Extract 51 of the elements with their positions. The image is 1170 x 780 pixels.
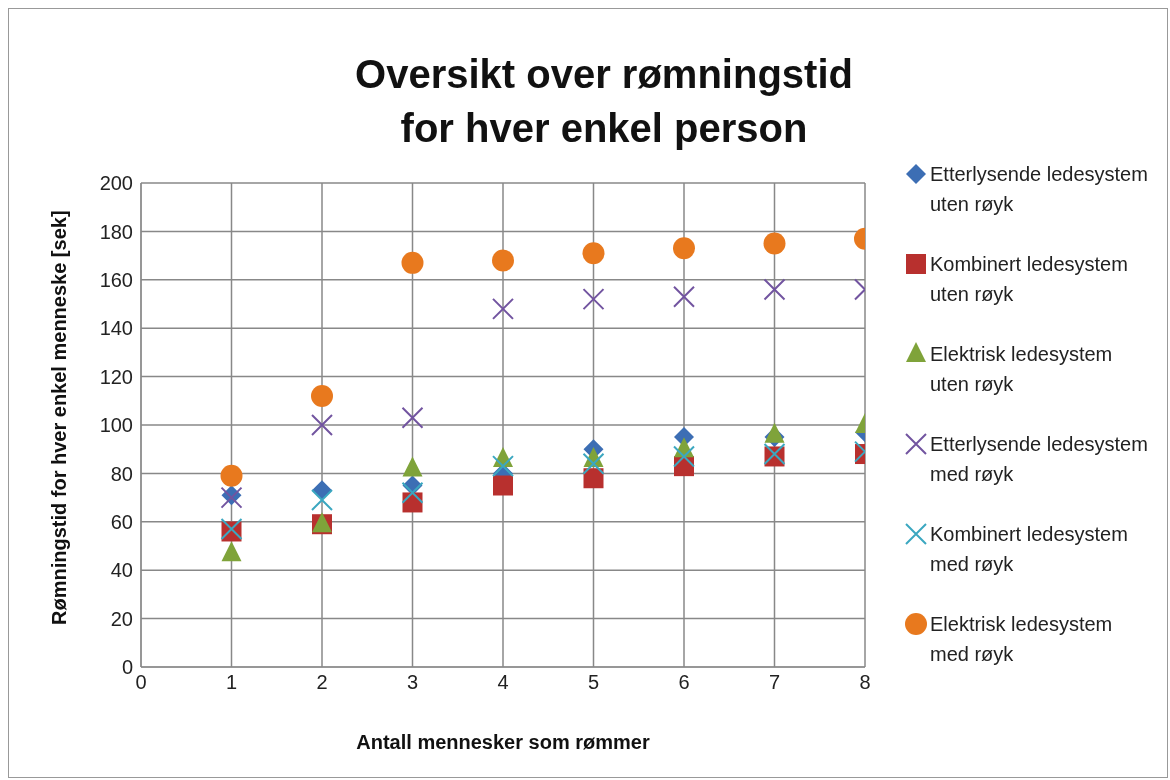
- point: [492, 297, 514, 320]
- x-tick-label: 4: [497, 671, 509, 694]
- x-tick-label: 7: [768, 671, 781, 694]
- y-tick-label: 0: [121, 656, 133, 679]
- legend-label: Kombinert ledesystem uten røyk: [930, 252, 1129, 307]
- point: [401, 406, 424, 429]
- point: [673, 285, 695, 308]
- x-tick-label: 3: [406, 671, 419, 694]
- point: [402, 456, 423, 477]
- y-tick-label: 160: [99, 268, 133, 291]
- legend-label: Elektrisk ledesystem med røyk: [930, 612, 1114, 667]
- point: [220, 464, 243, 487]
- chart-title: Oversikt over rømningstid for hver enkel person: [354, 51, 854, 152]
- point: [582, 242, 605, 265]
- point: [582, 288, 605, 311]
- legend-label: Kombinert ledesystem med røyk: [930, 522, 1129, 577]
- x-tick-label: 2: [316, 671, 328, 694]
- y-tick-label: 100: [99, 414, 133, 437]
- point: [583, 468, 604, 489]
- x-tick-label: 0: [135, 671, 147, 694]
- x-tick-label: 8: [859, 671, 871, 694]
- y-tick-label: 20: [110, 607, 133, 630]
- point: [311, 384, 333, 407]
- point: [763, 232, 786, 255]
- legend-label: Elektrisk ledesystem uten røyk: [930, 342, 1114, 397]
- point: [673, 237, 695, 260]
- point: [401, 251, 424, 274]
- legend-label: Etterlysende ledesystem med røyk: [930, 432, 1149, 487]
- x-axis-title: Antall mennesker som rømmer: [356, 731, 650, 753]
- legend-label: Etterlysende ledesystem uten røyk: [930, 162, 1149, 217]
- x-tick-label: 5: [587, 671, 600, 694]
- point: [221, 541, 242, 562]
- point: [401, 481, 424, 504]
- point: [582, 452, 605, 475]
- point: [492, 249, 514, 272]
- y-tick-label: 60: [110, 510, 133, 533]
- y-tick-label: 200: [99, 172, 133, 195]
- point: [311, 489, 333, 512]
- y-tick-label: 180: [99, 220, 133, 243]
- y-tick-label: 120: [99, 365, 133, 388]
- point: [493, 475, 513, 496]
- point: [763, 278, 786, 301]
- point: [492, 455, 514, 478]
- x-tick-label: 6: [678, 671, 690, 694]
- point: [311, 414, 333, 436]
- x-tick-label: 1: [225, 671, 238, 694]
- y-tick-label: 80: [110, 462, 133, 485]
- y-tick-label: 140: [99, 317, 133, 340]
- y-axis-title: Rømningstid for hver enkel menneske [sek]: [48, 210, 71, 625]
- point: [673, 445, 695, 468]
- y-tick-label: 40: [110, 559, 133, 582]
